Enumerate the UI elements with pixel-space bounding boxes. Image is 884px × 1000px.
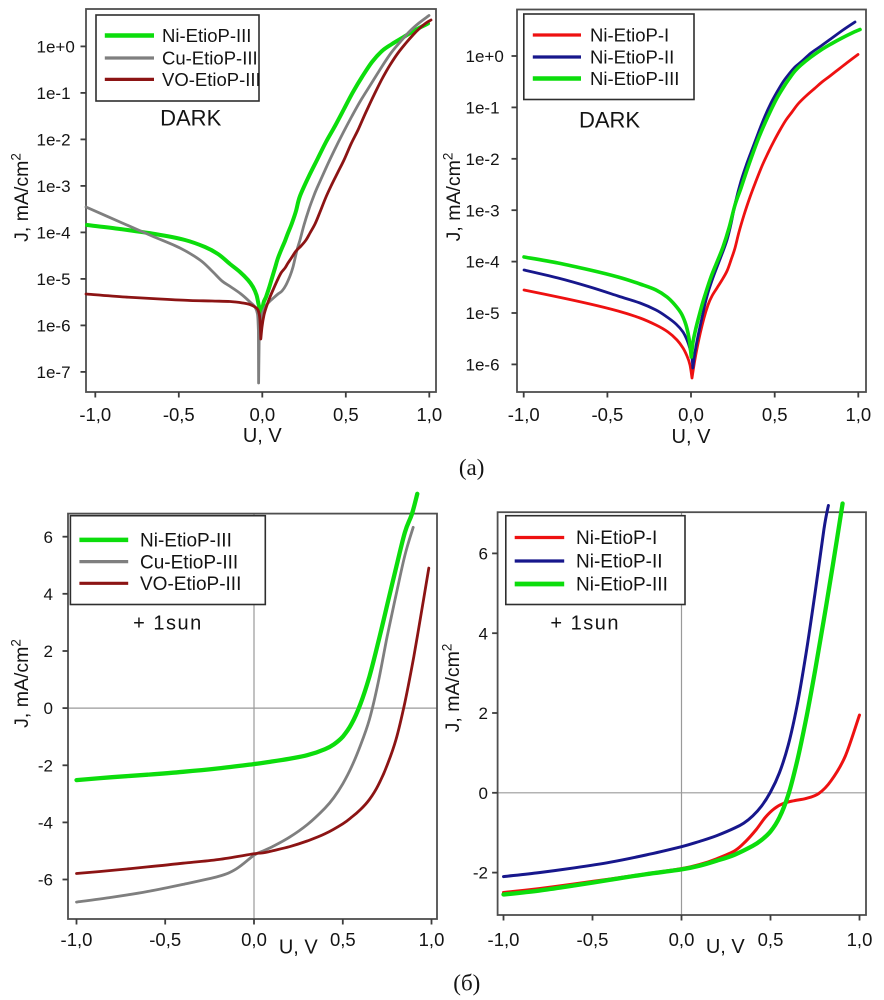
svg-text:-0,5: -0,5 [163, 404, 195, 425]
svg-text:-0,5: -0,5 [577, 929, 609, 950]
svg-text:0,0: 0,0 [241, 929, 267, 950]
svg-text:J, mA/cm2: J, mA/cm2 [441, 153, 466, 242]
svg-text:Ni-EtioP-III: Ni-EtioP-III [162, 25, 251, 46]
svg-text:0,0: 0,0 [249, 404, 275, 425]
svg-text:0,5: 0,5 [762, 404, 788, 425]
svg-text:-2: -2 [38, 756, 53, 775]
svg-text:+ 1sun: + 1sun [550, 613, 620, 635]
svg-text:1e-3: 1e-3 [466, 201, 500, 220]
svg-text:-1,0: -1,0 [79, 404, 111, 425]
svg-text:1e-2: 1e-2 [37, 131, 71, 150]
svg-text:1e+0: 1e+0 [37, 38, 75, 57]
svg-text:0,5: 0,5 [333, 404, 359, 425]
svg-text:1,0: 1,0 [845, 404, 871, 425]
svg-text:Ni-EtioP-III: Ni-EtioP-III [576, 575, 668, 596]
svg-text:Ni-EtioP-II: Ni-EtioP-II [590, 47, 674, 68]
svg-text:6: 6 [44, 528, 53, 547]
svg-text:1e-1: 1e-1 [37, 84, 71, 103]
svg-text:+ 1sun: + 1sun [133, 613, 203, 635]
svg-text:4: 4 [479, 624, 488, 643]
svg-text:VO-EtioP-III: VO-EtioP-III [140, 574, 241, 595]
svg-text:U, V: U, V [243, 425, 283, 447]
svg-text:J, mA/cm2: J, mA/cm2 [9, 153, 34, 242]
svg-text:1e-4: 1e-4 [37, 224, 71, 243]
svg-text:Ni-EtioP-III: Ni-EtioP-III [590, 68, 679, 89]
svg-text:Ni-EtioP-II: Ni-EtioP-II [576, 552, 663, 573]
svg-text:-1,0: -1,0 [508, 404, 540, 425]
svg-text:6: 6 [479, 545, 488, 564]
svg-text:0,5: 0,5 [758, 929, 784, 950]
svg-text:0,0: 0,0 [669, 929, 695, 950]
svg-text:1e-1: 1e-1 [466, 99, 500, 118]
svg-text:0,0: 0,0 [678, 404, 704, 425]
svg-text:DARK: DARK [160, 106, 221, 131]
svg-text:Cu-EtioP-III: Cu-EtioP-III [162, 48, 258, 69]
svg-text:U, V: U, V [706, 936, 746, 958]
svg-text:0: 0 [479, 784, 488, 803]
svg-text:1,0: 1,0 [416, 404, 442, 425]
svg-text:1,0: 1,0 [847, 929, 873, 950]
svg-text:Cu-EtioP-III: Cu-EtioP-III [140, 552, 238, 573]
svg-text:-4: -4 [38, 814, 53, 833]
svg-text:Ni-EtioP-III: Ni-EtioP-III [140, 531, 232, 552]
svg-text:-0,5: -0,5 [149, 929, 181, 950]
svg-text:1e-7: 1e-7 [37, 363, 71, 382]
svg-text:U, V: U, V [672, 426, 712, 448]
svg-text:2: 2 [479, 704, 488, 723]
svg-text:(б): (б) [453, 971, 480, 996]
svg-text:1e-5: 1e-5 [37, 270, 71, 289]
svg-text:1e-4: 1e-4 [466, 253, 500, 272]
svg-text:DARK: DARK [579, 108, 640, 133]
svg-text:J, mA/cm2: J, mA/cm2 [9, 639, 34, 728]
svg-text:-6: -6 [38, 871, 53, 890]
svg-text:4: 4 [44, 585, 53, 604]
svg-text:0,5: 0,5 [330, 929, 356, 950]
svg-text:1e-6: 1e-6 [37, 317, 71, 336]
svg-text:J, mA/cm2: J, mA/cm2 [440, 644, 465, 733]
svg-text:-0,5: -0,5 [591, 404, 623, 425]
svg-text:1e-6: 1e-6 [466, 356, 500, 375]
svg-text:Ni-EtioP-I: Ni-EtioP-I [576, 528, 657, 549]
svg-text:(а): (а) [459, 455, 485, 480]
svg-text:U, V: U, V [279, 937, 319, 959]
svg-text:1e-5: 1e-5 [466, 304, 500, 323]
svg-text:VO-EtioP-III: VO-EtioP-III [162, 69, 261, 90]
svg-text:-2: -2 [473, 864, 488, 883]
svg-text:0: 0 [44, 699, 53, 718]
svg-text:-1,0: -1,0 [61, 929, 93, 950]
svg-text:1e-2: 1e-2 [466, 150, 500, 169]
svg-text:1,0: 1,0 [419, 929, 445, 950]
svg-text:-1,0: -1,0 [488, 929, 520, 950]
svg-text:2: 2 [44, 642, 53, 661]
svg-text:1e-3: 1e-3 [37, 177, 71, 196]
svg-text:1e+0: 1e+0 [466, 47, 504, 66]
svg-text:Ni-EtioP-I: Ni-EtioP-I [590, 25, 669, 46]
